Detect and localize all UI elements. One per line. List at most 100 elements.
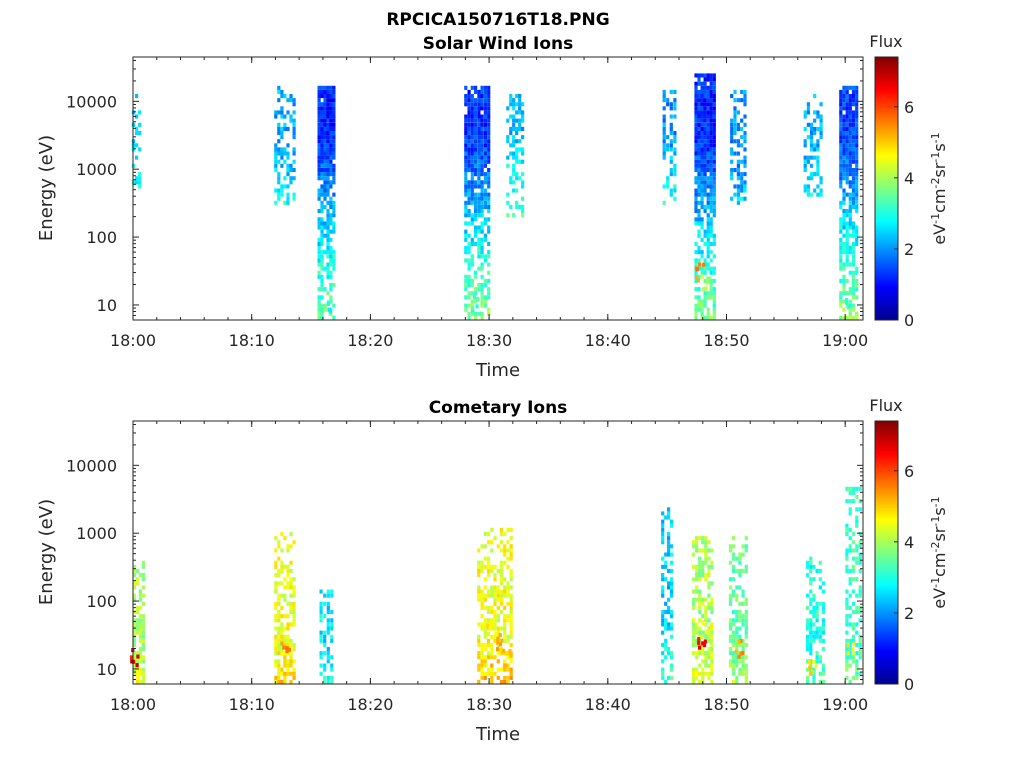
flux-cell (480, 266, 484, 271)
flux-cell (803, 110, 807, 115)
flux-cell (329, 114, 333, 119)
flux-cell (480, 303, 484, 308)
flux-cell (692, 544, 696, 549)
flux-cell (845, 663, 849, 668)
flux-cell (332, 94, 336, 99)
flux-cell (661, 614, 665, 619)
flux-cell (283, 536, 287, 541)
flux-cell (732, 568, 736, 573)
flux-cell (320, 163, 324, 168)
flux-cell (515, 200, 519, 205)
flux-cell (329, 184, 333, 189)
flux-cell (286, 548, 290, 553)
flux-cell (851, 233, 856, 238)
flux-cell (483, 204, 487, 209)
flux-cell (855, 283, 859, 288)
flux-cell (818, 634, 822, 639)
flux-cell (701, 568, 705, 573)
flux-cell (480, 287, 484, 292)
flux-cell (474, 213, 478, 218)
flux-cell (845, 499, 849, 504)
flux-cell (848, 287, 852, 292)
flux-cell (506, 213, 510, 218)
y-tick-label: 10 (97, 296, 117, 315)
flux-cell (483, 622, 487, 627)
flux-cell (323, 126, 327, 131)
flux-cell (487, 139, 491, 144)
flux-cell (855, 659, 859, 664)
flux-cell (667, 605, 671, 610)
flux-cell (332, 180, 336, 185)
flux-cell (470, 283, 474, 288)
flux-cell (464, 159, 468, 164)
flux-cell (317, 172, 321, 177)
flux-cell (474, 299, 478, 304)
flux-cell (480, 663, 484, 668)
flux-cell (496, 544, 500, 549)
flux-cell (848, 622, 852, 627)
flux-hotspot (851, 647, 855, 652)
flux-cell (728, 622, 733, 627)
flux-cell (289, 577, 293, 582)
flux-cell (806, 618, 810, 623)
flux-cell (480, 122, 484, 127)
flux-cell (851, 659, 856, 664)
flux-cell (704, 663, 708, 668)
flux-cell (706, 155, 710, 160)
flux-cell (744, 564, 748, 569)
flux-hotspot (326, 301, 330, 306)
flux-cell (839, 221, 843, 226)
flux-cell (470, 176, 474, 181)
flux-cell (851, 225, 856, 230)
flux-cell (806, 634, 810, 639)
flux-cell (662, 151, 666, 156)
flux-cell (730, 94, 734, 99)
flux-cell (467, 102, 471, 107)
colorbar-title: Flux (869, 32, 902, 51)
flux-cell (706, 102, 710, 107)
flux-cell (848, 544, 852, 549)
flux-cell (496, 614, 500, 619)
flux-cell (809, 564, 813, 569)
flux-cell (661, 585, 665, 590)
flux-cell (709, 225, 713, 230)
flux-cell (320, 172, 324, 177)
flux-cell (839, 172, 843, 177)
flux-cell (712, 114, 716, 119)
flux-cell (503, 560, 507, 565)
flux-cell (509, 593, 513, 598)
flux-cell (839, 200, 843, 205)
flux-cell (496, 659, 500, 664)
flux-cell (521, 110, 525, 115)
flux-cell (709, 278, 713, 283)
flux-cell (286, 184, 290, 189)
flux-cell (661, 659, 665, 664)
flux-cell (320, 114, 324, 119)
flux-cell (736, 196, 740, 201)
flux-cell (292, 622, 296, 627)
flux-cell (858, 486, 862, 491)
flux-cell (329, 274, 333, 279)
flux-cell (704, 560, 708, 565)
flux-cell (274, 147, 278, 152)
flux-cell (292, 110, 296, 115)
flux-cell (851, 307, 856, 312)
flux-cell (317, 237, 321, 242)
flux-cell (503, 552, 507, 557)
flux-cell (292, 196, 296, 201)
flux-cell (277, 663, 281, 668)
flux-cell (487, 593, 491, 598)
flux-cell (704, 536, 708, 541)
flux-cell (703, 180, 707, 185)
flux-cell (697, 180, 701, 185)
flux-cell (661, 671, 665, 676)
flux-cell (487, 131, 491, 136)
flux-cell (709, 135, 713, 140)
flux-cell (480, 237, 484, 242)
flux-cell (286, 663, 290, 668)
flux-cell (326, 159, 330, 164)
flux-cell (806, 626, 810, 631)
flux-cell (464, 229, 468, 234)
flux-cell (818, 638, 822, 643)
flux-cell (706, 118, 710, 123)
